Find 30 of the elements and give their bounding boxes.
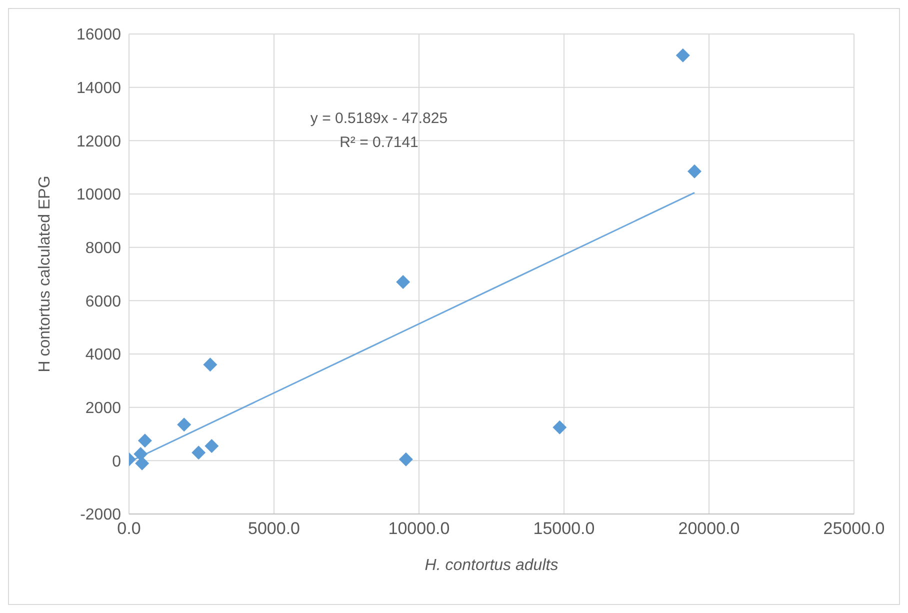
point: [192, 446, 206, 460]
x-tick-label: 0.0: [117, 519, 141, 538]
y-tick-label: 0: [112, 453, 122, 470]
annotation: y = 0.5189x - 47.825: [309, 109, 449, 129]
x-tick-label: 20000.0: [678, 519, 740, 538]
y-axis-title: H contortus calculated EPG: [36, 176, 54, 372]
y-tick-label: 4000: [85, 346, 122, 364]
y-tick-label: 2000: [85, 400, 122, 418]
point: [203, 358, 218, 372]
point: [396, 275, 410, 289]
y-tick-label: 6000: [85, 293, 122, 310]
y-tick-label: 16000: [76, 26, 122, 44]
point: [138, 434, 152, 448]
x-tick-label: 10000.0: [388, 519, 450, 538]
point: [204, 439, 219, 453]
x-tick-label: 5000.0: [248, 519, 300, 538]
y-tick-label: 8000: [85, 240, 122, 258]
annotation: R² = 0.7141: [338, 133, 420, 153]
point: [135, 456, 150, 470]
point: [688, 164, 702, 178]
point: [676, 48, 690, 62]
point: [552, 420, 567, 434]
point: [177, 418, 192, 432]
y-tick-label: 10000: [76, 186, 122, 204]
x-tick-label: 25000.0: [823, 519, 885, 538]
y-tick-label: 14000: [76, 80, 122, 98]
x-axis-title: H. contortus adults: [424, 557, 558, 574]
x-tick-label: 15000.0: [533, 519, 595, 538]
point: [398, 452, 413, 466]
y-tick-label: 12000: [76, 133, 122, 150]
